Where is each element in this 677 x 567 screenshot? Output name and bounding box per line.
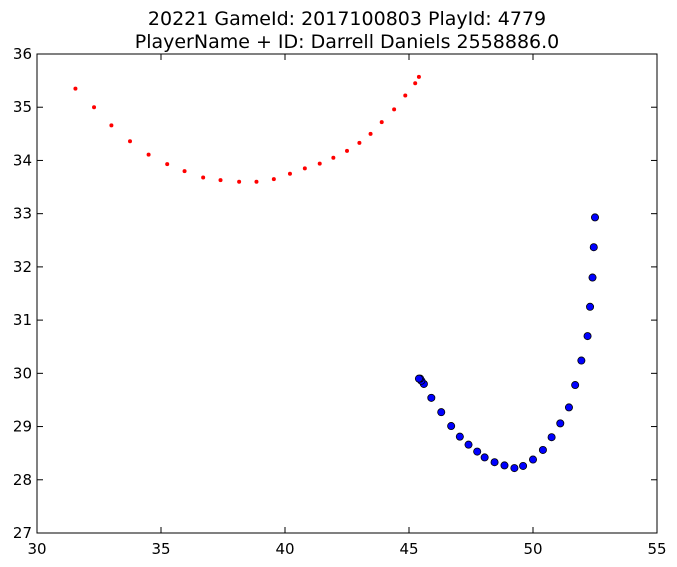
data-point: [500, 461, 509, 470]
data-point: [92, 105, 97, 110]
x-tick-label: 40: [275, 540, 294, 558]
y-tick-label: 33: [13, 205, 32, 223]
x-tick-label: 30: [27, 540, 46, 558]
x-tick-label: 50: [523, 540, 542, 558]
x-tick-label: 55: [647, 540, 666, 558]
data-point: [416, 74, 421, 79]
plot-frame: [36, 53, 658, 534]
data-point: [109, 123, 114, 128]
data-point: [254, 179, 259, 184]
chart-title-line-1: 20221 GameId: 2017100803 PlayId: 4779: [148, 8, 546, 30]
data-point: [368, 131, 373, 136]
data-point: [464, 440, 473, 449]
data-point: [165, 162, 170, 167]
data-point: [413, 81, 418, 86]
data-point: [437, 408, 446, 417]
y-tick-label: 32: [13, 258, 32, 276]
data-point: [427, 393, 436, 402]
y-tick-label: 35: [13, 98, 32, 116]
data-point: [519, 461, 528, 470]
data-point: [589, 243, 598, 252]
data-point: [237, 179, 242, 184]
data-point: [403, 93, 408, 98]
data-point: [128, 139, 132, 144]
data-point: [331, 155, 336, 160]
data-point: [588, 273, 597, 282]
data-point: [357, 140, 362, 145]
data-point: [571, 381, 580, 390]
data-point: [201, 175, 206, 180]
data-point: [586, 302, 595, 311]
data-point: [529, 455, 538, 464]
y-tick-label: 28: [13, 471, 32, 489]
y-tick-label: 31: [13, 311, 32, 329]
data-point: [583, 332, 592, 341]
data-point: [73, 86, 78, 91]
axis-ticks: 30 35 40 45 50 55 27 28 29 30 31 32 33 34 35 36: [13, 45, 667, 558]
data-point: [547, 433, 556, 442]
data-point: [564, 403, 573, 412]
data-point: [447, 422, 456, 431]
y-tick-label: 34: [13, 151, 32, 169]
data-point: [218, 178, 223, 183]
chart-title-line-2: PlayerName + ID: Darrell Daniels 2558886…: [135, 31, 560, 53]
data-point: [591, 213, 600, 222]
data-point: [287, 171, 292, 176]
data-point: [480, 453, 489, 462]
y-tick-label: 27: [13, 524, 32, 542]
data-point: [455, 432, 464, 441]
series-0: [73, 74, 421, 184]
data-point: [271, 177, 276, 182]
data-point: [379, 120, 384, 125]
series-1: [414, 213, 600, 473]
data-point: [556, 419, 565, 428]
data-point: [146, 152, 151, 157]
data-point: [317, 161, 322, 166]
x-tick-label: 45: [399, 540, 418, 558]
data-point: [302, 166, 307, 171]
y-tick-label: 30: [13, 364, 32, 382]
data-point: [577, 356, 586, 365]
data-point: [414, 374, 423, 383]
y-tick-label: 36: [13, 45, 32, 63]
data-point: [490, 458, 499, 467]
plot-series: [73, 74, 600, 473]
data-point: [392, 107, 397, 112]
data-point: [510, 464, 519, 473]
x-tick-label: 35: [151, 540, 170, 558]
data-point: [182, 169, 187, 174]
data-point: [473, 447, 482, 456]
y-tick-label: 29: [13, 418, 32, 436]
data-point: [538, 445, 547, 454]
data-point: [345, 148, 349, 153]
